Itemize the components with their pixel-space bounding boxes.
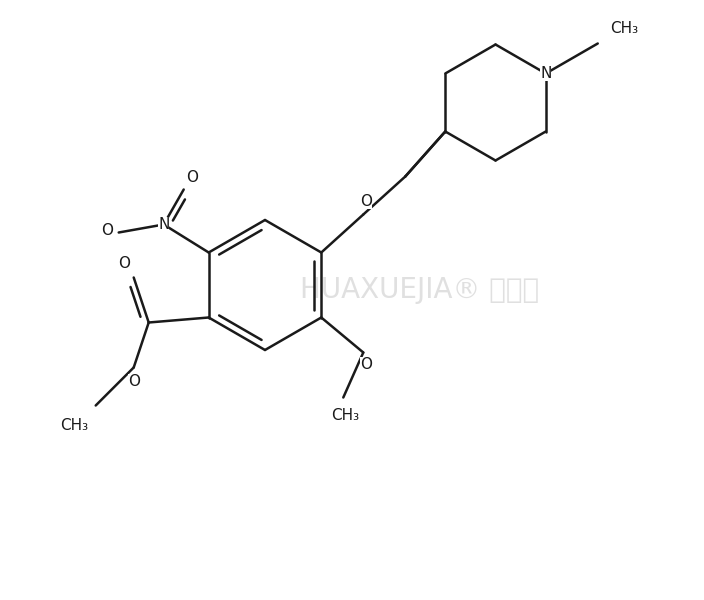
Text: N: N — [158, 217, 170, 232]
Text: O: O — [360, 194, 372, 209]
Text: O: O — [127, 374, 139, 389]
Text: O: O — [118, 256, 130, 271]
Text: O: O — [101, 223, 113, 238]
Text: CH₃: CH₃ — [60, 418, 88, 433]
Text: N: N — [540, 66, 551, 81]
Text: CH₃: CH₃ — [331, 408, 359, 423]
Text: CH₃: CH₃ — [610, 21, 638, 36]
Text: O: O — [360, 357, 372, 372]
Text: HUAXUEJIA® 化学加: HUAXUEJIA® 化学加 — [301, 276, 539, 304]
Text: O: O — [186, 170, 198, 185]
